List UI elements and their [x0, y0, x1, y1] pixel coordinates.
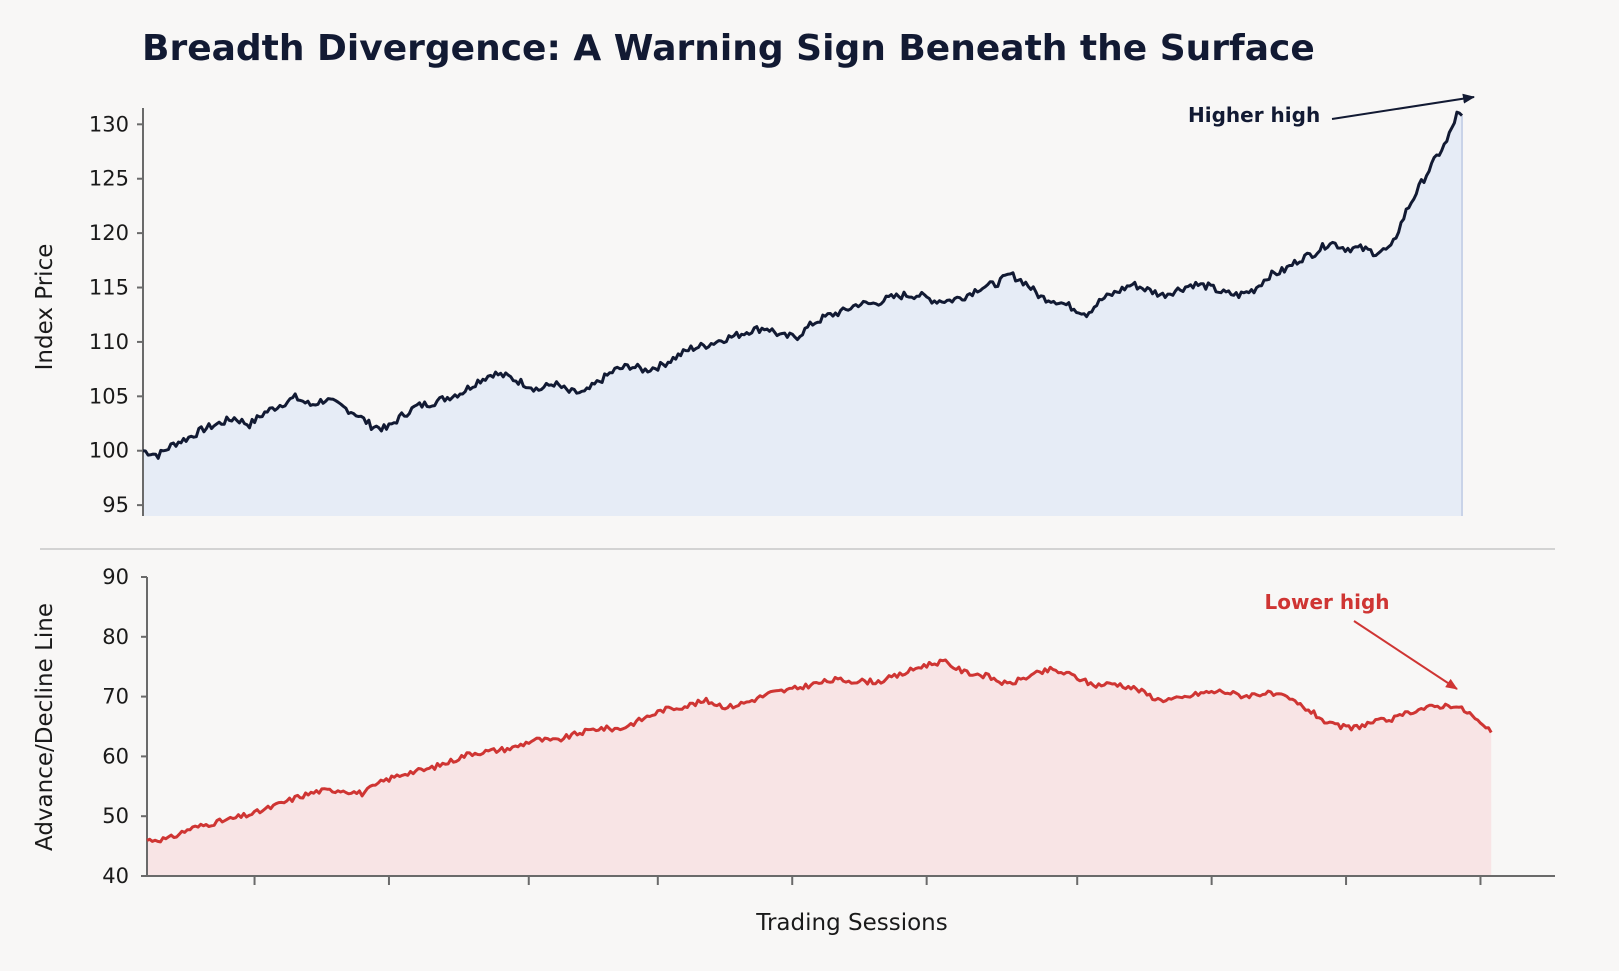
chart-title: Breadth Divergence: A Warning Sign Benea… [142, 28, 1315, 69]
x-axis-ticks [253, 875, 1482, 885]
price-series-line [142, 110, 1464, 460]
ad-y-tick-label: 90 [102, 565, 129, 589]
price-y-tick-label: 125 [89, 167, 129, 191]
higher-high-arrow [1331, 93, 1475, 120]
ad-series-line [146, 658, 1493, 844]
price-panel: 95 100 105 110 115 120 125 130 Index Price High… [32, 93, 1475, 517]
ad-y-tick-label: 40 [102, 864, 129, 888]
price-y-tick-label: 115 [89, 276, 129, 300]
lower-high-annotation: Lower high [1265, 590, 1390, 614]
ad-y-tick-label: 50 [102, 804, 129, 828]
price-y-axis-label: Index Price [32, 244, 58, 371]
price-y-tick-label: 105 [89, 384, 129, 408]
price-y-tick-label: 110 [89, 330, 129, 354]
x-axis-label: Trading Sessions [755, 910, 947, 936]
higher-high-annotation: Higher high [1188, 103, 1320, 127]
ad-y-tick-label: 80 [102, 625, 129, 649]
breadth-panel: 40 50 60 70 80 90 Advance/Decline Line Tradin… [32, 565, 1555, 936]
ad-y-tick-label: 70 [102, 685, 129, 709]
price-y-tick-label: 120 [89, 221, 129, 245]
lower-high-arrow [1353, 620, 1458, 690]
ad-y-tick-label: 60 [102, 744, 129, 768]
price-y-tick-label: 95 [102, 493, 129, 517]
ad-y-axis-label: Advance/Decline Line [32, 603, 58, 851]
ad-line-area-fill [147, 660, 1492, 876]
price-area-fill [143, 112, 1462, 516]
price-y-tick-label: 100 [89, 439, 129, 463]
price-y-ticks: 95 100 105 110 115 120 125 130 [89, 112, 143, 517]
ad-y-ticks: 40 50 60 70 80 90 [102, 565, 147, 888]
price-y-tick-label: 130 [89, 112, 129, 136]
